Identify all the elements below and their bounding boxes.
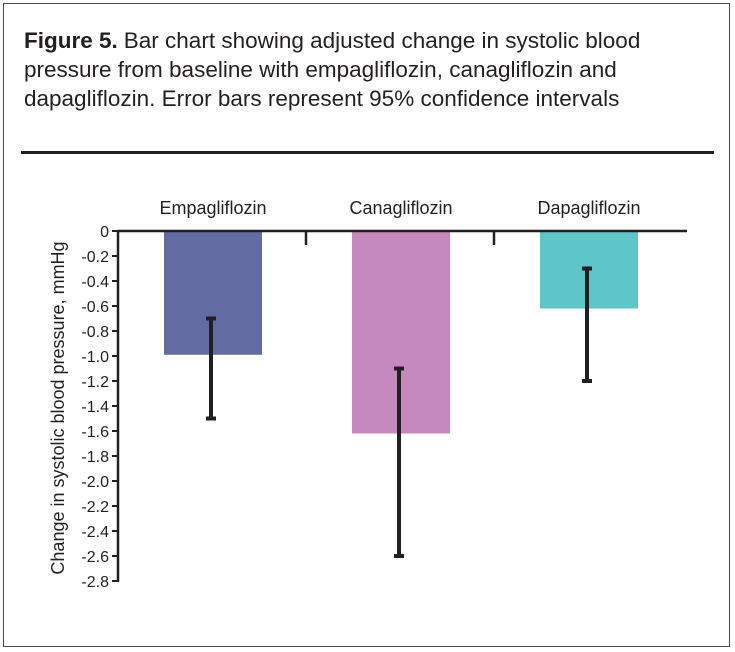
y-tick-label: -2.0 — [81, 474, 109, 491]
y-tick-label: -2.6 — [81, 549, 109, 566]
category-label-dapagliflozin: Dapagliflozin — [537, 198, 640, 218]
y-axis-label: Change in systolic blood pressure, mmHg — [48, 241, 68, 574]
y-tick-label: -1.2 — [81, 374, 109, 391]
y-tick-label: 0 — [100, 224, 109, 241]
y-tick-label: -1.0 — [81, 349, 109, 366]
y-tick-label: -1.6 — [81, 424, 109, 441]
y-tick-label: -0.4 — [81, 274, 109, 291]
y-tick-label: -1.4 — [81, 399, 109, 416]
figure-label: Figure 5. — [24, 28, 118, 53]
y-tick-label: -2.8 — [81, 574, 109, 591]
y-tick-label: -2.4 — [81, 524, 109, 541]
y-tick-label: -1.8 — [81, 449, 109, 466]
y-tick-label: -0.2 — [81, 249, 109, 266]
figure-caption-text: Bar chart showing adjusted change in sys… — [24, 28, 641, 111]
y-tick-label: -0.6 — [81, 299, 109, 316]
caption-divider — [21, 151, 714, 154]
figure-caption: Figure 5. Bar chart showing adjusted chan… — [24, 26, 714, 113]
y-tick-label: -2.2 — [81, 499, 109, 516]
category-label-canagliflozin: Canagliflozin — [349, 198, 452, 218]
y-tick-label: -0.8 — [81, 324, 109, 341]
category-label-empagliflozin: Empagliflozin — [159, 198, 266, 218]
